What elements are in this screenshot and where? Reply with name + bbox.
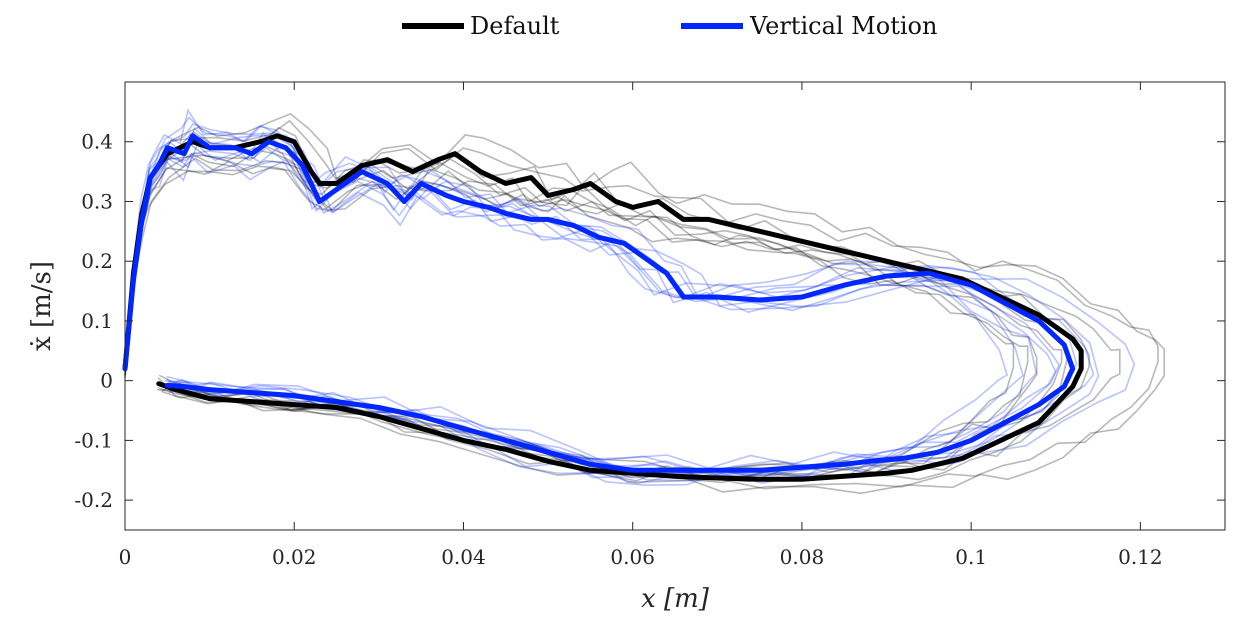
y-tick-label: 0.2 <box>81 249 113 273</box>
y-tick-label: -0.1 <box>74 428 113 452</box>
x-tick-label: 0.12 <box>1118 545 1163 569</box>
series-line-default <box>122 133 1084 482</box>
trial-trace <box>124 152 1095 474</box>
legend-label-default: Default <box>470 12 560 40</box>
x-axis-ticks: 0 0.02 0.04 0.06 0.08 0.1 0.12 <box>119 82 1163 569</box>
x-axis-label: x [m] <box>641 584 710 614</box>
trial-trace <box>124 122 1078 484</box>
x-tick-label: 0.02 <box>272 545 317 569</box>
axes-box <box>124 81 1226 531</box>
trial-trace <box>124 147 1057 475</box>
y-axis-ticks: -0.2 -0.1 0 0.1 0.2 0.3 0.4 <box>74 130 1225 512</box>
legend: Default Vertical Motion <box>402 12 937 40</box>
legend-label-vertical-motion: Vertical Motion <box>749 12 937 40</box>
trial-trace <box>124 119 1159 490</box>
y-tick-label: -0.2 <box>74 488 113 512</box>
y-axis-label: ẋ [m/s] <box>27 261 57 351</box>
trial-trace <box>124 131 1038 476</box>
series-line-vertical-motion <box>122 133 1076 473</box>
trial-trace <box>124 108 1009 485</box>
trial-trace <box>124 145 1015 482</box>
y-tick-label: 0.3 <box>81 189 113 213</box>
x-tick-label: 0.08 <box>780 545 825 569</box>
y-tick-label: 0.1 <box>81 309 113 333</box>
x-tick-label: 0.04 <box>441 545 486 569</box>
trial-trace <box>124 155 1060 470</box>
plot-background <box>125 82 1225 530</box>
x-tick-label: 0.1 <box>955 545 987 569</box>
x-tick-label: 0.06 <box>610 545 655 569</box>
plot-area: 0 0.02 0.04 0.06 0.08 0.1 0.12 -0.2 -0.1 0 0.1 0.2… <box>74 81 1226 569</box>
y-tick-label: 0 <box>100 369 113 393</box>
y-tick-label: 0.4 <box>81 130 113 154</box>
x-tick-label: 0 <box>119 545 132 569</box>
series-lines <box>122 133 1084 482</box>
